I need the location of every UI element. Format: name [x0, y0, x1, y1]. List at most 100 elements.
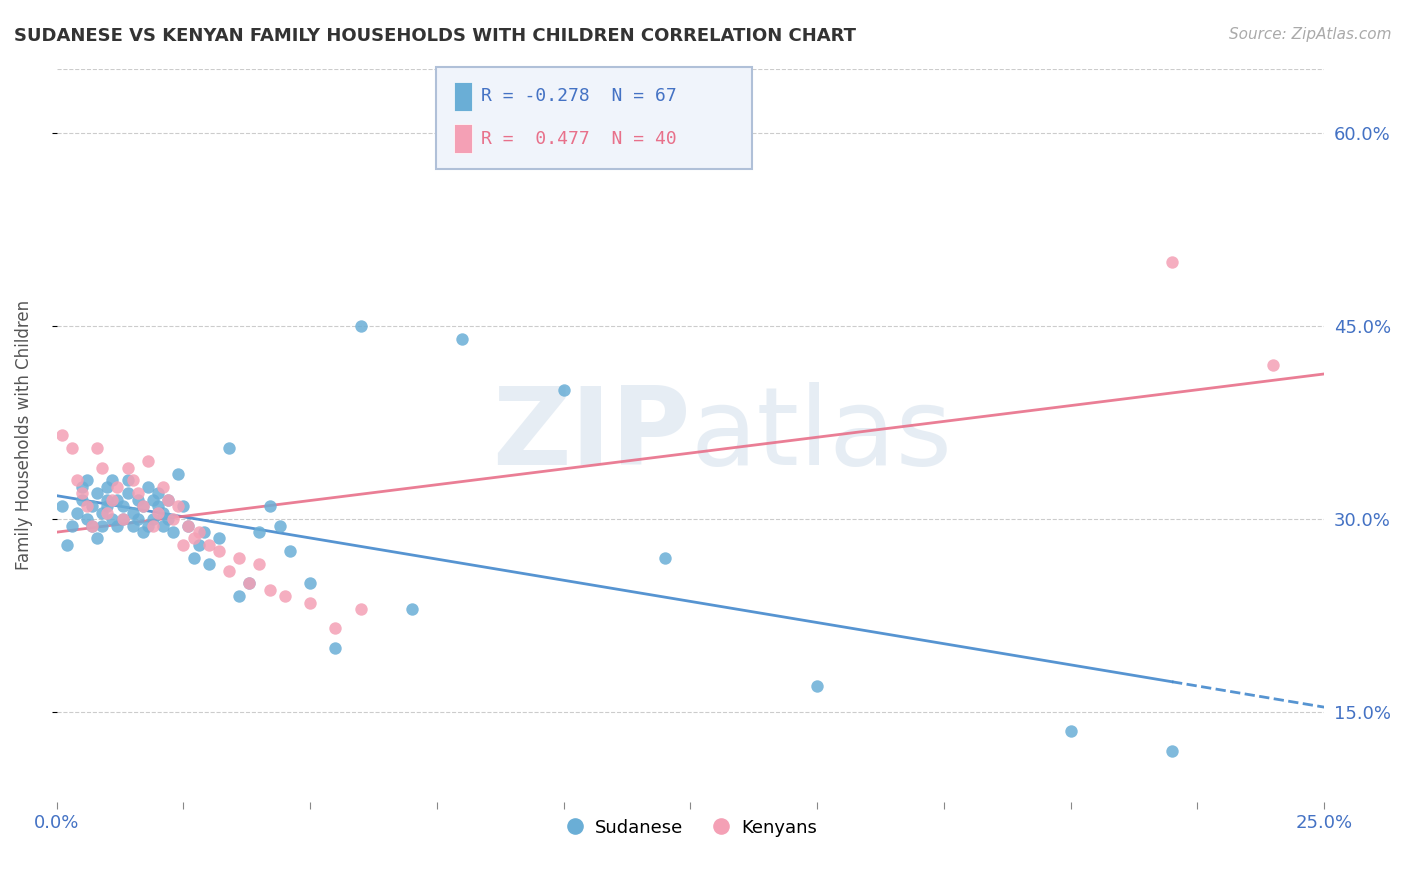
- Point: [146, 499, 169, 513]
- Point: [187, 524, 209, 539]
- Point: [117, 474, 139, 488]
- Point: [157, 492, 180, 507]
- Point: [157, 492, 180, 507]
- Legend: Sudanese, Kenyans: Sudanese, Kenyans: [557, 811, 824, 845]
- Point: [91, 460, 114, 475]
- Point: [162, 524, 184, 539]
- Point: [96, 492, 118, 507]
- Point: [121, 518, 143, 533]
- Text: Source: ZipAtlas.com: Source: ZipAtlas.com: [1229, 27, 1392, 42]
- Point: [86, 532, 108, 546]
- Point: [70, 480, 93, 494]
- Point: [183, 550, 205, 565]
- Point: [1263, 358, 1285, 372]
- Point: [121, 474, 143, 488]
- Point: [60, 518, 83, 533]
- Point: [127, 486, 149, 500]
- Point: [218, 564, 240, 578]
- Point: [249, 557, 271, 571]
- Point: [76, 512, 98, 526]
- Point: [51, 428, 73, 442]
- Point: [249, 524, 271, 539]
- Point: [111, 499, 134, 513]
- Point: [76, 474, 98, 488]
- Point: [96, 506, 118, 520]
- Point: [111, 512, 134, 526]
- Point: [228, 550, 250, 565]
- Point: [172, 499, 194, 513]
- Point: [70, 486, 93, 500]
- Point: [654, 550, 676, 565]
- Point: [218, 442, 240, 456]
- Point: [259, 582, 281, 597]
- Point: [238, 576, 260, 591]
- Point: [172, 538, 194, 552]
- Point: [136, 480, 159, 494]
- Point: [82, 518, 104, 533]
- Point: [121, 506, 143, 520]
- Point: [82, 518, 104, 533]
- Point: [350, 318, 373, 333]
- Point: [107, 492, 129, 507]
- Point: [325, 622, 347, 636]
- Point: [101, 492, 124, 507]
- Point: [197, 538, 219, 552]
- Point: [274, 590, 297, 604]
- Point: [91, 506, 114, 520]
- Point: [162, 512, 184, 526]
- Point: [152, 518, 174, 533]
- Point: [177, 518, 200, 533]
- Text: R = -0.278  N = 67: R = -0.278 N = 67: [481, 87, 676, 105]
- Point: [51, 499, 73, 513]
- Point: [142, 512, 165, 526]
- Point: [152, 506, 174, 520]
- Point: [1161, 254, 1184, 268]
- Point: [117, 486, 139, 500]
- Point: [127, 512, 149, 526]
- Point: [350, 602, 373, 616]
- Point: [76, 499, 98, 513]
- Point: [132, 524, 155, 539]
- Text: SUDANESE VS KENYAN FAMILY HOUSEHOLDS WITH CHILDREN CORRELATION CHART: SUDANESE VS KENYAN FAMILY HOUSEHOLDS WIT…: [14, 27, 856, 45]
- Point: [127, 492, 149, 507]
- Point: [167, 499, 190, 513]
- Y-axis label: Family Households with Children: Family Households with Children: [15, 301, 32, 571]
- Point: [228, 590, 250, 604]
- Point: [91, 518, 114, 533]
- Point: [111, 512, 134, 526]
- Point: [96, 480, 118, 494]
- Point: [86, 442, 108, 456]
- Point: [66, 474, 89, 488]
- Point: [86, 486, 108, 500]
- Point: [806, 680, 828, 694]
- Point: [101, 474, 124, 488]
- Point: [132, 499, 155, 513]
- Point: [183, 532, 205, 546]
- Point: [299, 596, 322, 610]
- Point: [117, 460, 139, 475]
- Point: [70, 492, 93, 507]
- Point: [107, 518, 129, 533]
- Point: [136, 454, 159, 468]
- Point: [177, 518, 200, 533]
- Point: [238, 576, 260, 591]
- Point: [451, 332, 474, 346]
- Point: [132, 499, 155, 513]
- Point: [60, 442, 83, 456]
- Point: [142, 492, 165, 507]
- Point: [1161, 744, 1184, 758]
- Text: atlas: atlas: [690, 383, 952, 489]
- Point: [187, 538, 209, 552]
- Point: [401, 602, 423, 616]
- Point: [146, 506, 169, 520]
- Point: [197, 557, 219, 571]
- Point: [1059, 724, 1081, 739]
- Point: [553, 384, 575, 398]
- Point: [269, 518, 291, 533]
- Point: [299, 576, 322, 591]
- Text: R =  0.477  N = 40: R = 0.477 N = 40: [481, 129, 676, 147]
- Point: [208, 544, 231, 558]
- Point: [325, 640, 347, 655]
- Point: [96, 499, 118, 513]
- Point: [278, 544, 301, 558]
